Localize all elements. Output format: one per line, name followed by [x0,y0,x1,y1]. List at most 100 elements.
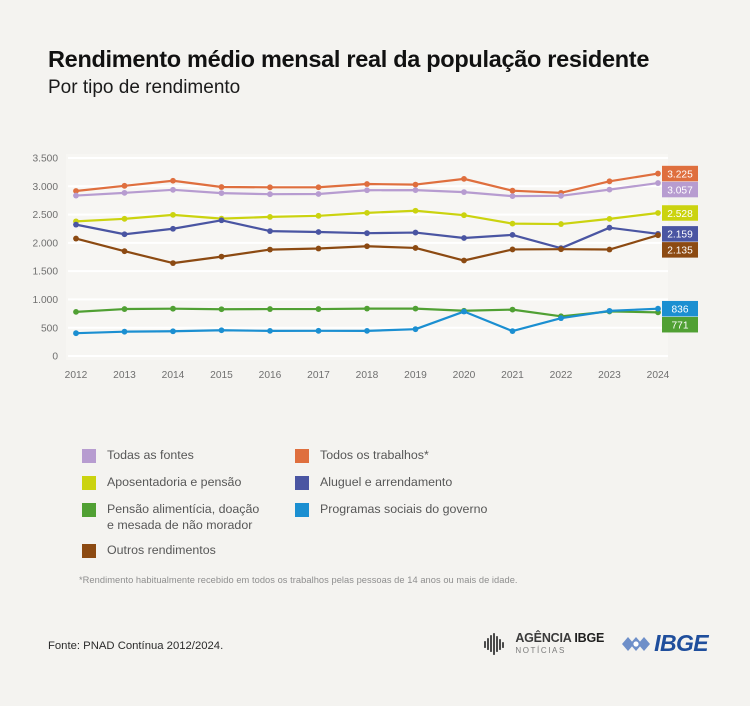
series-point[interactable] [509,328,516,335]
series-point[interactable] [218,184,225,190]
series-point[interactable] [558,315,564,322]
ibge-logo: IBGE [620,630,709,657]
series-point[interactable] [170,225,176,232]
series-point[interactable] [509,187,516,194]
x-axis-tick-label: 2016 [259,370,282,381]
y-axis-tick-label: 1.000 [33,295,59,306]
series-point[interactable] [121,215,128,222]
series-point[interactable] [315,229,322,235]
series-point[interactable] [655,180,661,186]
series-point[interactable] [315,245,322,252]
series-point[interactable] [267,327,273,334]
series-point[interactable] [558,246,564,253]
series-point[interactable] [461,212,467,219]
series-point[interactable] [412,229,419,236]
series-point[interactable] [606,224,613,231]
series-point[interactable] [170,211,176,218]
series-point[interactable] [655,210,661,216]
series-point[interactable] [73,188,79,194]
legend-item[interactable]: Outros rendimentos [82,543,312,561]
series-point[interactable] [509,246,516,253]
series-point[interactable] [412,245,419,251]
legend-item[interactable]: Todas as fontes [82,448,312,466]
series-point[interactable] [364,209,370,216]
series-point[interactable] [218,327,225,334]
series-point[interactable] [509,220,516,227]
series-point[interactable] [73,330,79,337]
legend-item[interactable]: Pensão alimentícia, doação e mesada de n… [82,502,312,534]
series-point[interactable] [73,235,79,242]
series-point[interactable] [315,191,322,197]
series-point[interactable] [267,306,273,312]
series-point[interactable] [315,306,322,312]
series-point[interactable] [412,207,419,214]
series-point[interactable] [509,231,516,238]
series-point[interactable] [461,189,467,196]
series-point[interactable] [121,328,128,335]
series-point[interactable] [170,328,176,335]
series-point[interactable] [364,187,370,194]
legend-swatch-icon [82,503,96,517]
series-point[interactable] [412,181,419,188]
series-point[interactable] [364,230,370,237]
series-point[interactable] [121,306,128,312]
series-point[interactable] [606,178,613,185]
series-point[interactable] [655,170,661,177]
series-point[interactable] [558,192,564,199]
series-point[interactable] [412,305,419,312]
legend-item[interactable]: Programas sociais do governo [295,502,595,520]
series-point[interactable] [218,190,225,197]
series-point[interactable] [558,221,564,227]
series-point[interactable] [73,308,79,315]
series-point[interactable] [170,186,176,193]
series-point[interactable] [73,192,79,199]
series-point[interactable] [121,248,128,255]
series-point[interactable] [606,246,613,253]
series-point[interactable] [364,181,370,187]
legend-item[interactable]: Todos os trabalhos* [295,448,595,466]
series-point[interactable] [73,221,79,228]
series-point[interactable] [461,175,467,182]
series-point[interactable] [121,189,128,196]
series-point[interactable] [267,184,273,191]
series-end-label-box [662,181,698,198]
series-point[interactable] [267,213,273,220]
series-point[interactable] [655,232,661,239]
agencia-logo-word-noticias: NOTÍCIAS [515,645,566,655]
legend-column-right: Todos os trabalhos* Aluguel e arrendament… [295,448,595,529]
series-point[interactable] [461,308,467,315]
series-point[interactable] [315,327,322,334]
legend-item[interactable]: Aposentadoria e pensão [82,475,312,493]
series-point[interactable] [170,305,176,312]
series-point[interactable] [364,327,370,334]
series-point[interactable] [412,326,419,333]
series-point[interactable] [218,217,225,224]
series-point[interactable] [606,307,613,314]
series-point[interactable] [509,193,516,200]
series-point[interactable] [364,305,370,312]
x-axis-tick-label: 2017 [307,370,330,381]
series-point[interactable] [509,306,516,313]
series-point[interactable] [218,306,225,313]
series-point[interactable] [606,215,613,222]
series-point[interactable] [218,253,225,260]
series-point[interactable] [461,257,467,264]
series-point[interactable] [267,246,273,253]
series-point[interactable] [315,212,322,219]
legend-item[interactable]: Aluguel e arrendamento [295,475,595,493]
series-point[interactable] [170,177,176,184]
series-point[interactable] [364,243,370,250]
x-axis-tick-label: 2013 [113,370,136,381]
series-point[interactable] [170,260,176,267]
series-point[interactable] [267,191,273,198]
y-axis-tick-label: 2.000 [33,238,59,249]
series-point[interactable] [412,187,419,194]
series-point[interactable] [121,182,128,189]
series-point[interactable] [121,231,128,238]
series-point[interactable] [267,228,273,234]
series-end-label: 2.135 [662,242,698,258]
series-point[interactable] [606,186,613,193]
series-point[interactable] [655,305,661,312]
series-point[interactable] [315,184,322,191]
series-point[interactable] [461,235,467,241]
